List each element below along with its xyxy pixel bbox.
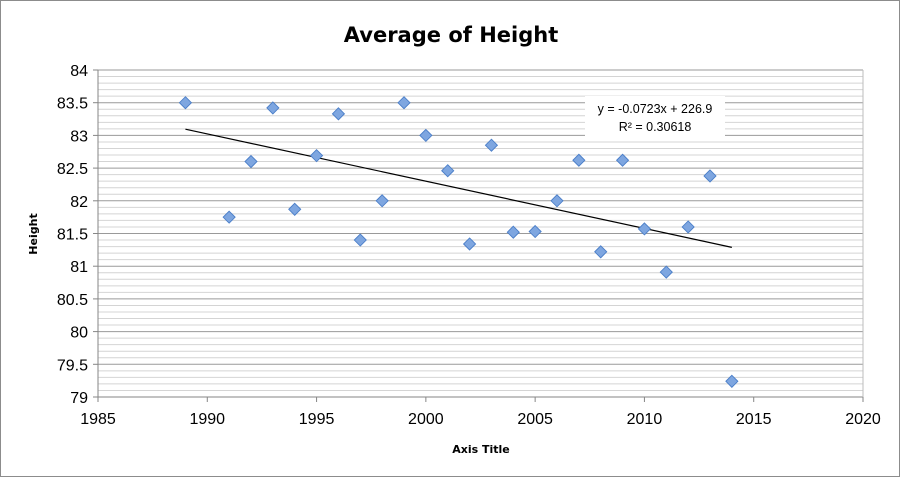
chart-title: Average of Height: [344, 23, 558, 47]
data-point: [615, 153, 630, 167]
y-tick-label: 79: [70, 390, 88, 407]
y-tick-label: 82: [70, 194, 88, 211]
data-point: [462, 237, 477, 251]
data-point: [397, 96, 411, 110]
y-axis-title: Height: [27, 213, 40, 254]
gridlines: [98, 69, 863, 398]
x-tick-label: 2005: [517, 411, 553, 428]
equation-box-background: [585, 96, 725, 136]
x-tick-label: 2020: [845, 411, 881, 428]
data-point: [659, 265, 673, 279]
x-tick-label: 2010: [627, 411, 663, 428]
data-point: [222, 210, 236, 224]
x-axis-title: Axis Title: [452, 443, 510, 456]
y-tick-label: 83.5: [57, 96, 88, 113]
y-tick-label: 84: [70, 63, 88, 80]
data-point: [309, 149, 324, 163]
data-point: [550, 194, 564, 208]
equation-box: y = -0.0723x + 226.9 R² = 0.30618: [585, 96, 725, 136]
data-point: [506, 225, 520, 239]
trendline-equation: y = -0.0723x + 226.9: [598, 102, 713, 116]
data-point: [725, 374, 739, 388]
x-tick-labels: 1985 1990 1995 2000 2005 2010 2015 2020: [80, 411, 881, 428]
y-tick-label: 81: [70, 259, 88, 276]
data-point: [244, 154, 258, 169]
y-tick-label: 80: [70, 325, 88, 342]
y-tick-label: 79.5: [57, 357, 88, 374]
data-point: [441, 164, 455, 178]
data-point: [178, 96, 193, 110]
data-points: [178, 96, 739, 388]
x-tick-label: 2015: [736, 411, 772, 428]
data-point: [484, 138, 499, 152]
data-point: [375, 194, 389, 208]
data-point: [288, 202, 302, 216]
data-point: [266, 101, 280, 115]
data-point: [528, 224, 542, 239]
y-tick-label: 83: [70, 128, 88, 145]
y-tick-labels: 79 79.5 80 80.5 81 81.5 82 82.5 83 83.5 84: [57, 63, 88, 407]
y-tick-label: 81.5: [57, 227, 88, 244]
data-point: [703, 169, 717, 183]
x-tick-label: 1995: [299, 411, 335, 428]
axes: [93, 69, 864, 402]
x-tick-label: 1990: [189, 411, 225, 428]
data-point: [594, 245, 608, 259]
data-point: [637, 222, 652, 236]
y-tick-label: 80.5: [57, 292, 88, 309]
data-point: [572, 153, 586, 167]
data-point: [681, 220, 695, 234]
y-tick-label: 82.5: [57, 161, 88, 178]
x-tick-label: 1985: [80, 411, 116, 428]
trendline-r-squared: R² = 0.30618: [619, 120, 692, 134]
data-point: [331, 107, 346, 121]
x-tick-label: 2000: [408, 411, 444, 428]
data-point: [419, 128, 433, 143]
data-point: [353, 233, 367, 247]
